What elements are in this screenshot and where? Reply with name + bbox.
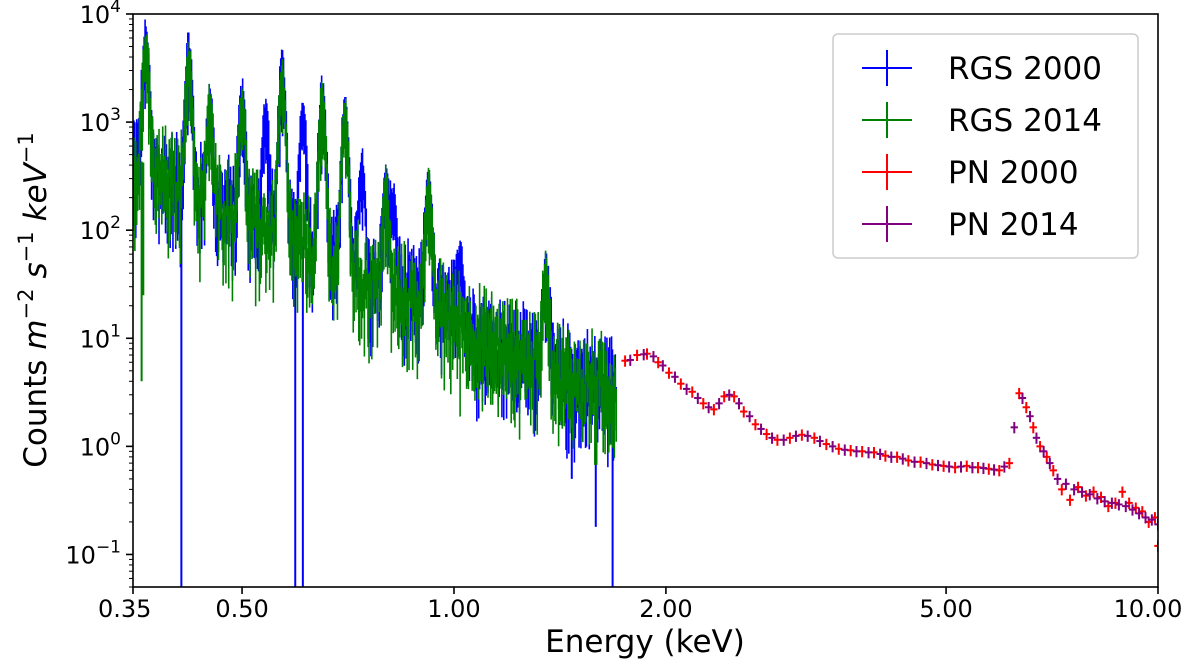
legend-entry-pn2014: PN 2014: [862, 206, 1079, 243]
y-tick-label: 10−1: [65, 537, 121, 569]
x-tick-label: 1.00: [427, 595, 480, 623]
legend-label-pn2000: PN 2000: [948, 155, 1079, 191]
x-tick-label: 5.00: [919, 595, 972, 623]
plot-frame: [132, 13, 1159, 588]
y-tick-label: 102: [80, 213, 121, 245]
series-pn2000: [621, 348, 1158, 552]
x-axis-label: Energy (keV): [545, 624, 745, 660]
legend-entry-rgs2000: RGS 2000: [862, 50, 1102, 87]
legend-box: [832, 33, 1139, 259]
y-axis-label-kev-exp: −1: [14, 132, 38, 163]
x-tick-label: 0.50: [215, 595, 268, 623]
y-axis-label-m: m: [18, 320, 54, 350]
legend-label-rgs2000: RGS 2000: [948, 51, 1102, 87]
y-tick-label: 104: [80, 0, 121, 29]
y-axis-label-kev: keV: [18, 160, 54, 221]
y-axis-label-prefix: Counts: [18, 350, 54, 468]
x-tick-label: 2.00: [639, 595, 692, 623]
x-tick-label: 10.00: [1114, 595, 1183, 623]
y-axis-label-s-exp: −1: [14, 231, 38, 262]
legend-entry-pn2000: PN 2000: [862, 154, 1079, 191]
y-tick-label: 103: [80, 105, 121, 137]
y-tick-label: 100: [80, 429, 121, 461]
y-tick-label: 101: [80, 321, 121, 353]
legend-entry-rgs2014: RGS 2014: [862, 102, 1102, 139]
y-axis-label-s: s: [18, 262, 54, 278]
legend-label-rgs2014: RGS 2014: [948, 103, 1102, 139]
series-pn2014: [626, 349, 1158, 531]
y-axis: 10−1 100 101 102 103 104: [65, 0, 133, 588]
legend-label-pn2014: PN 2014: [948, 207, 1079, 243]
x-axis: 0.35 0.50 1.00 2.00 5.00 10.00: [98, 587, 1182, 623]
y-axis-label: Counts m−2s−1keV−1: [14, 132, 54, 468]
legend: RGS 2000 RGS 2014 PN 2000 PN 2014: [832, 33, 1139, 259]
series-rgs2014: [133, 34, 618, 465]
x-tick-label: 0.35: [98, 595, 151, 623]
y-axis-label-m-exp: −2: [14, 289, 38, 320]
data-series-layer: [133, 19, 1158, 587]
